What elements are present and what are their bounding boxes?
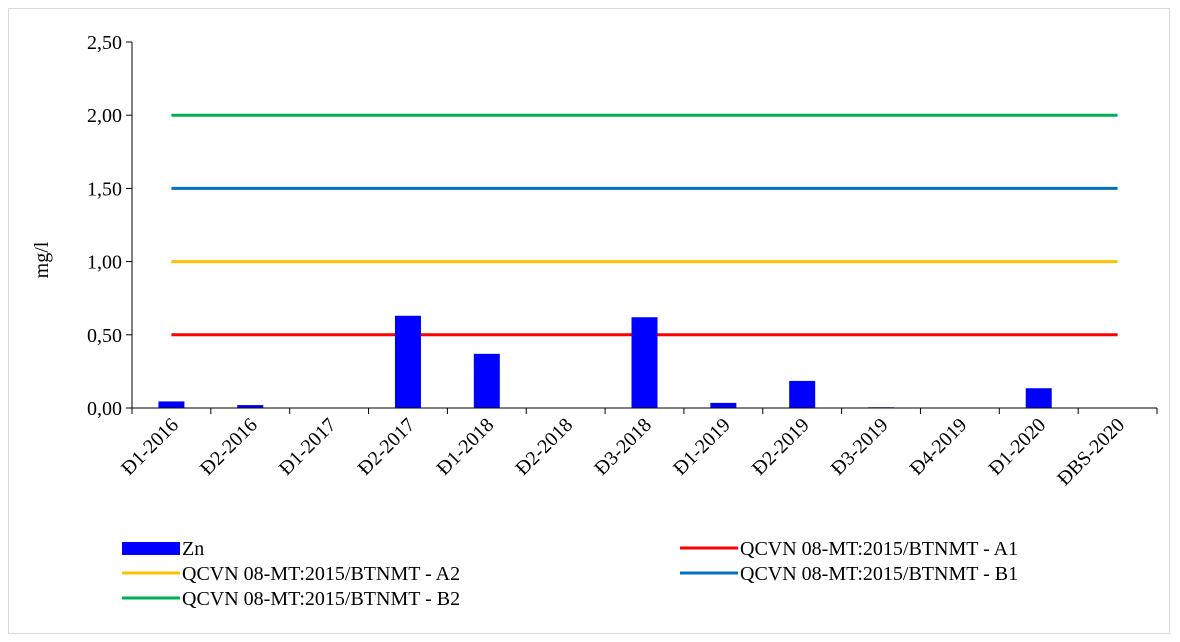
legend-label: Zn — [182, 538, 204, 560]
x-tick-label: Đ2-2019 — [748, 414, 814, 480]
x-tick-label: Đ4-2019 — [906, 414, 972, 480]
y-tick-label: 2,50 — [87, 32, 122, 54]
x-tick-label: Đ3-2018 — [590, 414, 656, 480]
y-axis-label: mg/l — [31, 241, 53, 278]
legend-label: QCVN 08-MT:2015/BTNMT - B1 — [740, 563, 1018, 585]
x-tick-label: ĐBS-2020 — [1053, 414, 1129, 490]
zn-bar — [394, 315, 421, 408]
x-tick-label: Đ2-2018 — [511, 414, 577, 480]
x-tick-label: Đ3-2019 — [827, 414, 893, 480]
x-tick-label: Đ2-2017 — [354, 414, 420, 480]
chart-frame — [8, 8, 1170, 634]
y-tick-label: 0,50 — [87, 325, 122, 347]
zn-bar — [237, 405, 264, 408]
x-tick-label: Đ1-2017 — [275, 414, 341, 480]
x-tick-label: Đ2-2016 — [196, 414, 262, 480]
zn-bar — [789, 380, 816, 408]
y-tick-label: 1,00 — [87, 252, 122, 274]
zn-bar — [473, 353, 500, 408]
zn-bar — [158, 401, 185, 408]
y-tick-label: 2,00 — [87, 105, 122, 127]
x-tick-label: Đ1-2016 — [117, 414, 183, 480]
zn-bar — [1025, 388, 1052, 408]
x-tick-label: Đ1-2020 — [984, 414, 1050, 480]
legend-label: QCVN 08-MT:2015/BTNMT - A1 — [740, 538, 1018, 560]
x-tick-label: Đ1-2019 — [669, 414, 735, 480]
y-tick-label: 0,00 — [87, 398, 122, 420]
zn-bar — [631, 317, 658, 408]
y-tick-label: 1,50 — [87, 178, 122, 200]
zn-bar — [710, 402, 737, 408]
x-tick-label: Đ1-2018 — [433, 414, 499, 480]
legend-label: QCVN 08-MT:2015/BTNMT - A2 — [182, 563, 460, 585]
legend-swatch — [122, 542, 180, 555]
legend-label: QCVN 08-MT:2015/BTNMT - B2 — [182, 588, 460, 610]
